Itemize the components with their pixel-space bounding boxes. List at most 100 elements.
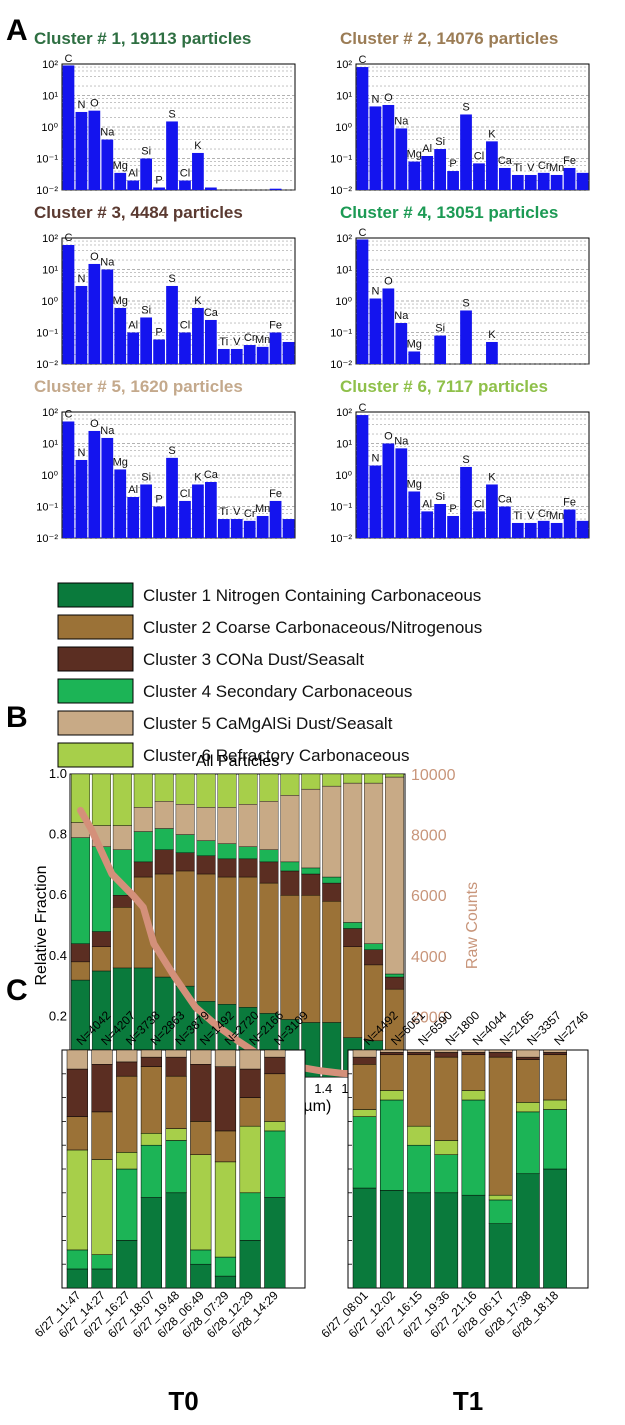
stack-segment-cluster2 xyxy=(91,946,111,972)
element-label: Ti xyxy=(513,162,522,174)
stack-segment-cluster1 xyxy=(264,1197,286,1289)
bar-V xyxy=(230,348,243,364)
element-label: P xyxy=(449,503,456,515)
y-axis-title: Relative Fraction xyxy=(33,865,50,985)
stack-segment-cluster2 xyxy=(175,870,195,987)
bar-Mn xyxy=(550,174,563,190)
element-label: S xyxy=(462,454,469,466)
bar-Ti xyxy=(217,519,230,538)
bar-x xyxy=(576,520,589,538)
stack-segment-cluster4 xyxy=(259,849,279,863)
group-title: T1 xyxy=(453,1386,483,1416)
bar-Mg xyxy=(408,491,421,538)
bar-V xyxy=(230,519,243,538)
stack-segment-cluster6 xyxy=(175,773,195,805)
stack-segment-cluster3 xyxy=(91,1064,113,1113)
element-label: K xyxy=(194,295,202,307)
stack-segment-cluster3 xyxy=(238,858,258,878)
stack-segment-cluster5 xyxy=(385,776,405,975)
element-label: S xyxy=(168,108,175,120)
element-label: O xyxy=(90,418,99,430)
bar-C xyxy=(62,421,75,538)
element-label: K xyxy=(194,140,202,152)
y2-axis-title: Raw Counts xyxy=(464,882,481,969)
bar-K xyxy=(486,341,498,364)
bar-Fe xyxy=(563,167,576,190)
time-series-T0: N=40426/27_11:47N=42076/27_14:27N=37386/… xyxy=(32,1008,311,1416)
bar-S xyxy=(166,121,178,190)
y2-tick-label: 6000 xyxy=(411,888,447,905)
element-label: Cr xyxy=(244,332,256,344)
stack-segment-cluster6 xyxy=(70,773,90,823)
y2-tick-label: 8000 xyxy=(411,828,447,845)
y-tick-label: 10⁻¹ xyxy=(330,154,352,166)
element-label: Al xyxy=(422,143,432,155)
bar-Na xyxy=(101,437,114,538)
stack-segment-cluster3 xyxy=(165,1056,187,1077)
stack-segment-cluster6 xyxy=(112,773,132,826)
element-label: Al xyxy=(128,168,138,180)
y-tick-label: 10⁰ xyxy=(41,470,58,482)
bar-Si xyxy=(140,484,153,538)
stack-segment-cluster3 xyxy=(280,870,300,896)
bar-O xyxy=(88,430,101,538)
stack-segment-cluster6 xyxy=(214,1161,237,1258)
y-tick-label: 10⁻² xyxy=(36,185,58,197)
stack-segment-cluster6 xyxy=(239,1125,261,1194)
panel-letter-a: A xyxy=(6,14,28,47)
element-label: Si xyxy=(141,146,151,158)
stack-segment-cluster6 xyxy=(434,1140,459,1155)
stack-segment-cluster2 xyxy=(217,876,237,1005)
stack-segment-cluster5 xyxy=(116,1049,138,1063)
bar-O xyxy=(382,443,395,538)
stack-segment-cluster5 xyxy=(301,788,321,869)
element-label: P xyxy=(155,175,162,187)
bar-Cr xyxy=(243,520,256,538)
element-label: Na xyxy=(100,127,115,139)
element-label: O xyxy=(90,98,99,110)
element-label: Cl xyxy=(180,168,190,180)
y-tick-label: 10² xyxy=(42,407,58,419)
stack-segment-cluster3 xyxy=(196,855,216,875)
element-label: V xyxy=(527,162,535,174)
stack-segment-cluster4 xyxy=(264,1130,286,1198)
element-label: Mg xyxy=(113,160,128,172)
stack-segment-cluster2 xyxy=(238,876,258,1008)
stack-segment-cluster5 xyxy=(434,1049,459,1053)
element-label: Al xyxy=(422,498,432,510)
stack-segment-cluster2 xyxy=(343,946,363,1038)
bar-N xyxy=(75,111,88,190)
legend-swatch-cluster6 xyxy=(57,742,134,768)
stack-segment-cluster3 xyxy=(214,1066,237,1132)
stack-segment-cluster3 xyxy=(133,861,153,878)
bar-S xyxy=(166,457,178,538)
stack-segment-cluster5 xyxy=(165,1049,187,1058)
stack-segment-cluster3 xyxy=(140,1056,162,1067)
spectrum-cluster6: Cluster # 6, 7117 particles 10² 10¹ 10⁰ 10⁻¹… xyxy=(330,377,590,545)
stack-segment-cluster5 xyxy=(407,1049,431,1053)
bar-Al xyxy=(127,497,140,538)
stack-segment-cluster5 xyxy=(214,1049,237,1067)
element-label: N xyxy=(371,453,379,465)
stack-segment-cluster1 xyxy=(461,1194,486,1289)
element-label: Si xyxy=(141,471,151,483)
group-title: T0 xyxy=(168,1386,198,1416)
stack-segment-cluster2 xyxy=(379,1054,404,1091)
bar-x xyxy=(282,341,295,364)
element-label: C xyxy=(358,54,366,66)
panel-letter-c: C xyxy=(6,974,28,1007)
stack-segment-cluster2 xyxy=(264,1073,286,1122)
bar-Na xyxy=(101,269,114,364)
time-series-T1: N=44926/27_08:01N=60516/27_12:02N=65906/… xyxy=(318,1008,591,1416)
y-tick-label: 10² xyxy=(42,233,58,245)
legend-label-cluster6: Cluster 6 Refractory Carbonaceous xyxy=(143,746,409,765)
element-label: Cr xyxy=(538,160,550,172)
bar-Cr xyxy=(537,520,550,538)
bar-P xyxy=(447,171,459,190)
stack-segment-cluster5 xyxy=(461,1049,486,1053)
stack-segment-cluster5 xyxy=(133,807,153,832)
element-label: Mn xyxy=(255,334,270,346)
element-label: Mg xyxy=(113,456,128,468)
stack-segment-cluster3 xyxy=(516,1056,540,1060)
